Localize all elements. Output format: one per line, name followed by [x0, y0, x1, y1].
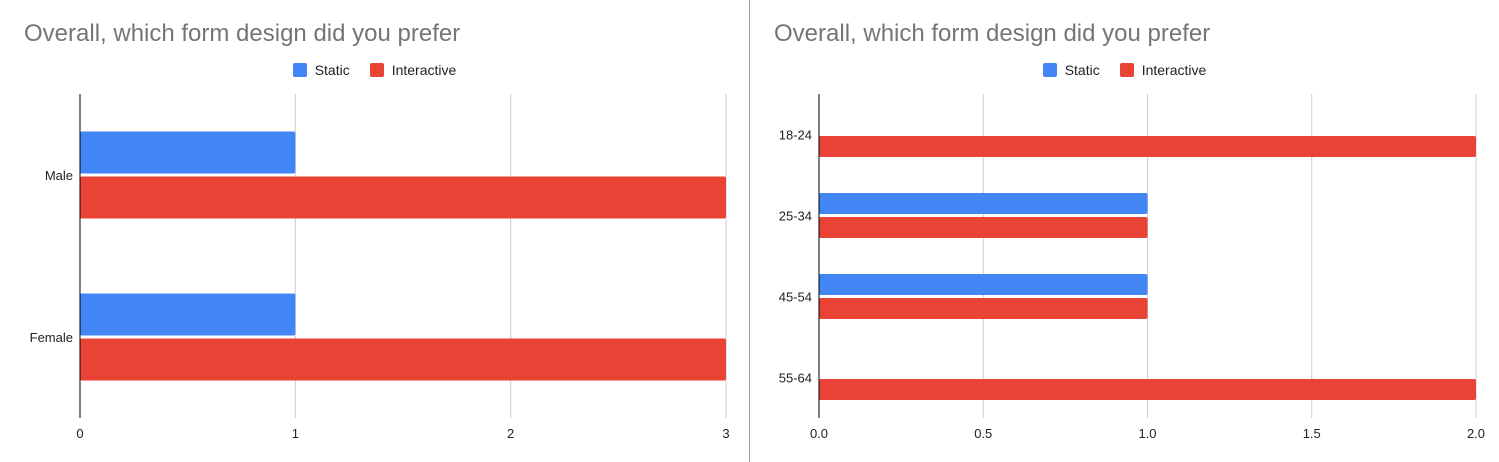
x-tick-label: 1: [292, 426, 299, 441]
bar-interactive: [80, 176, 726, 219]
bar-interactive: [80, 338, 726, 381]
legend-label-interactive: Interactive: [1141, 62, 1207, 78]
bar-interactive: [819, 217, 1148, 238]
x-tick-label: 0: [76, 426, 83, 441]
bar-interactive: [819, 298, 1148, 319]
chart-panel-age: Overall, which form design did you prefe…: [750, 0, 1499, 462]
bar-interactive: [819, 379, 1476, 400]
y-category-label: 18-24: [779, 128, 812, 143]
x-tick-label: 1.5: [1303, 426, 1321, 441]
chart-panel-gender: Overall, which form design did you prefe…: [0, 0, 749, 462]
legend-swatch-static: [292, 63, 307, 77]
bar-chart-age: 0.0 0.5 1.0 1.5 2.0 18-24 25-34 45-54 55-64: [779, 94, 1485, 441]
legend-item-static: Static: [292, 62, 350, 78]
x-tick-label: 0.5: [974, 426, 992, 441]
x-tick-label: 1.0: [1138, 426, 1156, 441]
legend-item-interactive: Interactive: [1119, 62, 1207, 78]
legend-item-interactive: Interactive: [369, 62, 457, 78]
x-tick-label: 3: [722, 426, 729, 441]
chart-legend: Static Interactive: [0, 62, 749, 78]
y-category-label: 55-64: [779, 371, 812, 386]
chart-legend: Static Interactive: [750, 62, 1499, 78]
legend-label-static: Static: [1064, 62, 1100, 78]
x-tick-label: 0.0: [810, 426, 828, 441]
legend-swatch-interactive: [1119, 63, 1134, 77]
bar-chart-gender: 0 1 2 3 Male Female: [30, 94, 730, 441]
chart-title: Overall, which form design did you prefe…: [24, 20, 461, 47]
legend-label-interactive: Interactive: [391, 62, 457, 78]
y-category-label: 25-34: [779, 209, 812, 224]
y-category-label: 45-54: [779, 290, 812, 305]
bar-static: [80, 131, 296, 174]
x-tick-label: 2: [507, 426, 514, 441]
bar-static: [80, 293, 296, 336]
legend-label-static: Static: [314, 62, 350, 78]
legend-swatch-static: [1042, 63, 1057, 77]
legend-swatch-interactive: [369, 63, 384, 77]
y-category-label: Male: [45, 168, 73, 183]
x-tick-label: 2.0: [1467, 426, 1485, 441]
chart-title: Overall, which form design did you prefe…: [774, 20, 1211, 47]
bar-static: [819, 274, 1148, 295]
panel-divider: [749, 0, 750, 462]
bar-static: [819, 193, 1148, 214]
legend-item-static: Static: [1042, 62, 1100, 78]
bar-interactive: [819, 136, 1476, 157]
y-category-label: Female: [30, 330, 73, 345]
